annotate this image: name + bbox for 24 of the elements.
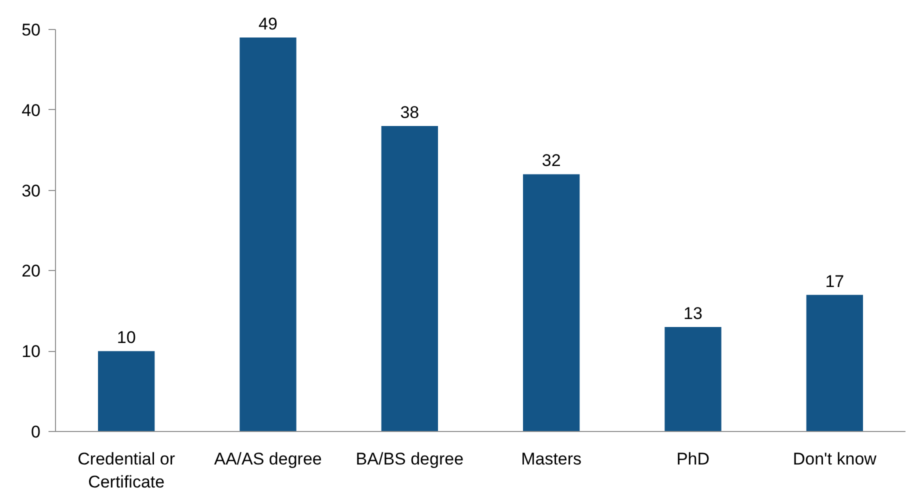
x-tick-label: AA/AS degree — [214, 450, 322, 468]
x-tick-label: PhD — [676, 450, 710, 468]
bar — [523, 174, 580, 432]
data-label: 32 — [542, 151, 561, 170]
bar — [664, 326, 722, 432]
bar — [381, 126, 438, 432]
y-tick-label: 40 — [22, 100, 41, 120]
x-tick-label: BA/BS degree — [356, 450, 464, 468]
x-tick-label: Credential or Certificate — [78, 450, 176, 492]
bar — [806, 294, 863, 432]
data-label: 13 — [684, 304, 702, 323]
data-label: 17 — [825, 272, 844, 291]
y-tick-label: 10 — [22, 342, 41, 362]
bar — [98, 351, 155, 432]
bar — [240, 38, 296, 432]
data-label: 49 — [258, 14, 278, 34]
x-tick-label: Don't know — [792, 450, 878, 468]
y-tick-label: 50 — [22, 20, 41, 40]
y-tick-label: 0 — [31, 422, 41, 442]
x-tick-label: Masters — [521, 450, 582, 468]
data-label: 38 — [400, 102, 420, 122]
y-tick-label: 30 — [22, 181, 41, 200]
y-tick-label: 20 — [22, 262, 41, 281]
data-label: 10 — [116, 328, 136, 348]
